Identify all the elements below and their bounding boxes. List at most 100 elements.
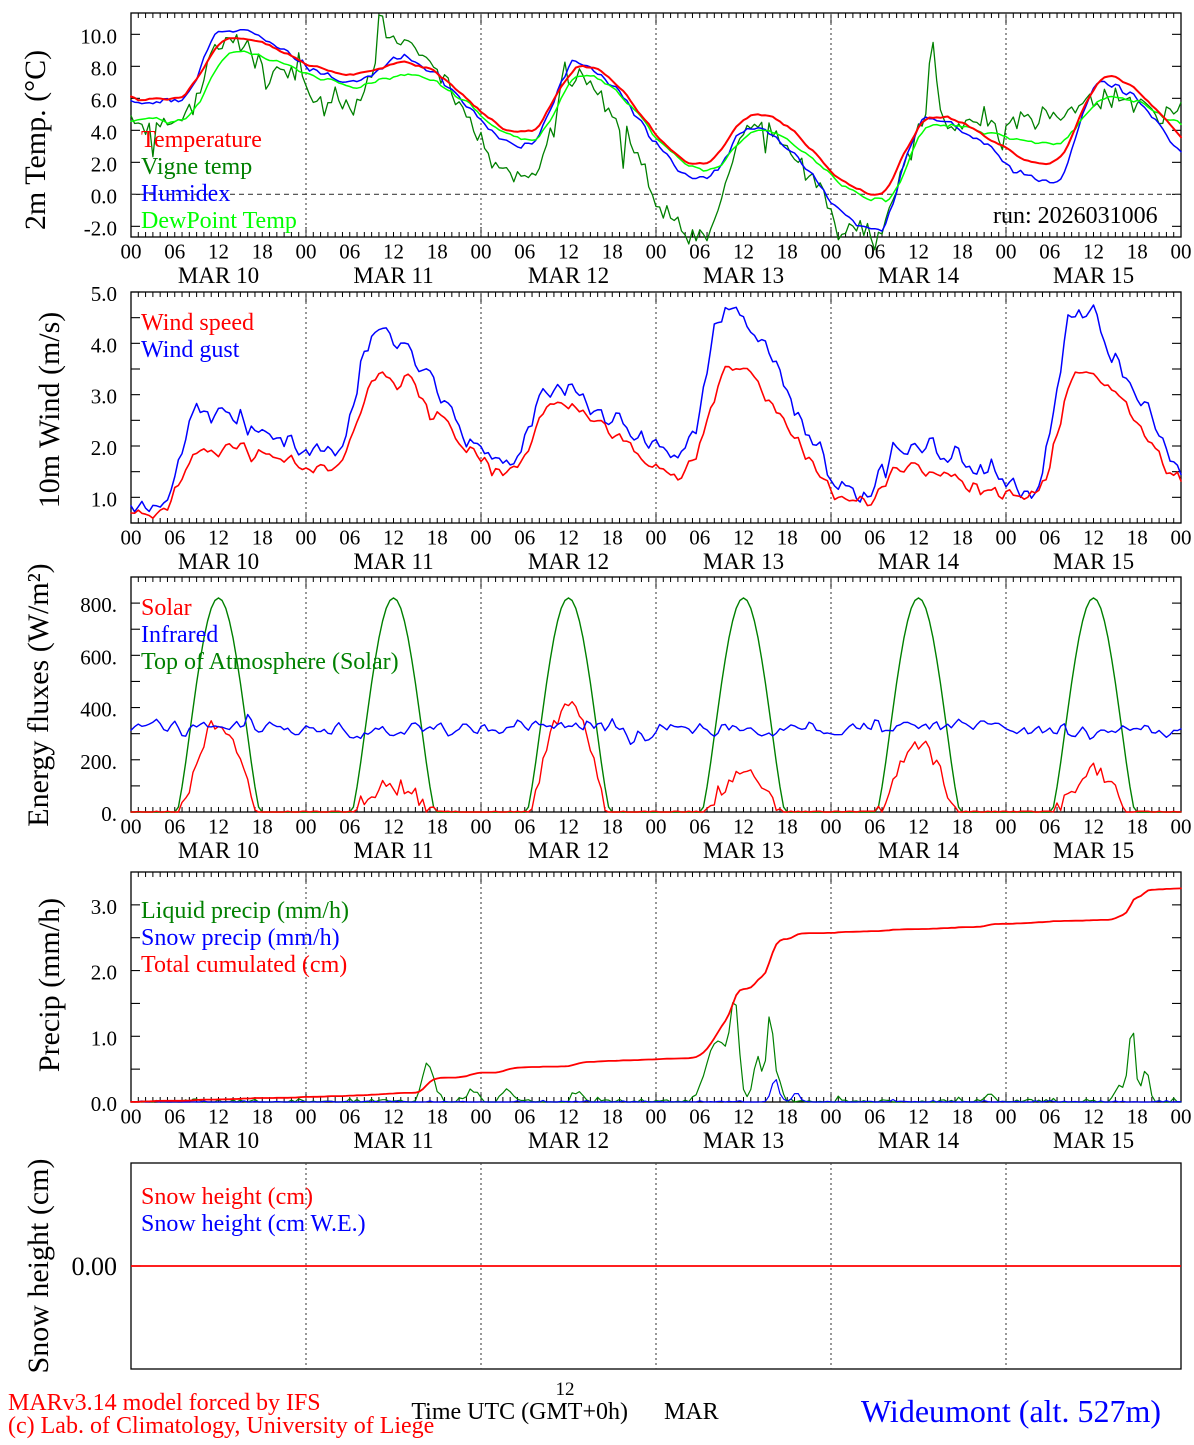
svg-text:3.0: 3.0 <box>91 385 117 409</box>
svg-text:MAR 11: MAR 11 <box>353 549 433 574</box>
svg-text:Humidex: Humidex <box>141 181 230 207</box>
svg-text:00: 00 <box>296 815 317 839</box>
svg-text:00: 00 <box>121 815 142 839</box>
svg-text:18: 18 <box>777 1105 798 1129</box>
svg-text:00: 00 <box>1171 240 1192 264</box>
svg-text:12: 12 <box>208 815 229 839</box>
svg-text:12: 12 <box>1083 240 1104 264</box>
svg-text:2.0: 2.0 <box>91 436 117 460</box>
svg-text:run: 2026031006: run: 2026031006 <box>993 203 1158 229</box>
svg-text:MAR 12: MAR 12 <box>528 838 609 863</box>
svg-text:MAR 14: MAR 14 <box>878 263 960 288</box>
svg-text:Time UTC (GMT+0h) MAR: Time UTC (GMT+0h) MAR <box>411 1399 718 1425</box>
svg-text:18: 18 <box>252 240 273 264</box>
svg-text:4.0: 4.0 <box>91 333 117 357</box>
svg-text:Wind speed: Wind speed <box>141 310 254 336</box>
svg-text:18: 18 <box>1127 526 1148 550</box>
svg-text:06: 06 <box>689 1105 710 1129</box>
svg-text:06: 06 <box>514 815 535 839</box>
svg-text:00: 00 <box>996 240 1017 264</box>
svg-text:800.: 800. <box>80 593 117 617</box>
svg-text:18: 18 <box>952 1105 973 1129</box>
svg-text:00: 00 <box>121 1105 142 1129</box>
svg-text:18: 18 <box>427 1105 448 1129</box>
svg-text:MAR 13: MAR 13 <box>703 1128 784 1153</box>
svg-text:-2.0: -2.0 <box>84 216 117 240</box>
svg-text:MAR 12: MAR 12 <box>528 1128 609 1153</box>
svg-text:00: 00 <box>1171 815 1192 839</box>
svg-text:00: 00 <box>821 815 842 839</box>
svg-text:18: 18 <box>777 526 798 550</box>
svg-text:18: 18 <box>252 1105 273 1129</box>
svg-text:MAR 11: MAR 11 <box>353 263 433 288</box>
svg-text:18: 18 <box>1127 240 1148 264</box>
svg-text:18: 18 <box>777 240 798 264</box>
svg-text:00: 00 <box>471 1105 492 1129</box>
svg-text:Temperature: Temperature <box>141 127 262 153</box>
svg-text:06: 06 <box>864 240 885 264</box>
svg-text:06: 06 <box>1039 526 1060 550</box>
svg-text:06: 06 <box>164 1105 185 1129</box>
svg-text:Snow precip (mm/h): Snow precip (mm/h) <box>141 925 340 951</box>
svg-text:00: 00 <box>471 815 492 839</box>
svg-text:00: 00 <box>646 240 667 264</box>
svg-text:MAR 15: MAR 15 <box>1053 838 1134 863</box>
svg-text:06: 06 <box>164 815 185 839</box>
svg-text:Solar: Solar <box>141 595 192 621</box>
svg-text:06: 06 <box>689 815 710 839</box>
svg-text:06: 06 <box>514 1105 535 1129</box>
svg-text:12: 12 <box>1083 815 1104 839</box>
svg-text:12: 12 <box>383 240 404 264</box>
svg-text:MAR 15: MAR 15 <box>1053 549 1134 574</box>
svg-text:12: 12 <box>908 815 929 839</box>
svg-text:00: 00 <box>296 240 317 264</box>
svg-text:18: 18 <box>602 240 623 264</box>
svg-text:18: 18 <box>252 526 273 550</box>
svg-text:2m Temp. (°C): 2m Temp. (°C) <box>19 50 52 230</box>
svg-text:06: 06 <box>1039 1105 1060 1129</box>
svg-text:12: 12 <box>733 240 754 264</box>
svg-text:10.0: 10.0 <box>80 24 117 48</box>
svg-text:18: 18 <box>952 526 973 550</box>
svg-text:06: 06 <box>864 1105 885 1129</box>
svg-text:12: 12 <box>558 240 579 264</box>
svg-text:00: 00 <box>821 1105 842 1129</box>
svg-text:Vigne temp: Vigne temp <box>141 154 252 180</box>
svg-text:18: 18 <box>427 526 448 550</box>
svg-text:00: 00 <box>996 815 1017 839</box>
svg-text:MAR 15: MAR 15 <box>1053 263 1134 288</box>
svg-text:MAR 10: MAR 10 <box>178 838 259 863</box>
svg-text:06: 06 <box>689 526 710 550</box>
svg-text:18: 18 <box>427 240 448 264</box>
svg-text:12: 12 <box>733 526 754 550</box>
svg-text:Infrared: Infrared <box>141 622 218 648</box>
svg-text:12: 12 <box>383 526 404 550</box>
svg-text:Total cumulated (cm): Total cumulated (cm) <box>141 952 347 978</box>
svg-text:18: 18 <box>952 815 973 839</box>
svg-text:12: 12 <box>908 1105 929 1129</box>
svg-text:8.0: 8.0 <box>91 56 117 80</box>
svg-text:(c) Lab. of Climatology, Unive: (c) Lab. of Climatology, University of L… <box>8 1413 434 1439</box>
svg-text:MAR 10: MAR 10 <box>178 1128 259 1153</box>
svg-text:18: 18 <box>602 815 623 839</box>
svg-text:00: 00 <box>471 240 492 264</box>
svg-text:Snow height (cm W.E.): Snow height (cm W.E.) <box>141 1211 366 1237</box>
svg-text:MAR 14: MAR 14 <box>878 1128 960 1153</box>
svg-text:0.00: 0.00 <box>72 1252 118 1281</box>
svg-text:MAR 15: MAR 15 <box>1053 1128 1134 1153</box>
svg-text:00: 00 <box>996 1105 1017 1129</box>
svg-text:MAR 12: MAR 12 <box>528 549 609 574</box>
svg-text:1.0: 1.0 <box>91 487 117 511</box>
svg-text:2.0: 2.0 <box>91 961 117 985</box>
svg-text:MAR 13: MAR 13 <box>703 838 784 863</box>
svg-text:00: 00 <box>1171 1105 1192 1129</box>
svg-text:Wind gust: Wind gust <box>141 337 240 363</box>
svg-text:00: 00 <box>821 526 842 550</box>
svg-text:12: 12 <box>908 526 929 550</box>
svg-text:00: 00 <box>996 526 1017 550</box>
svg-text:0.0: 0.0 <box>91 1092 117 1116</box>
svg-text:10m Wind (m/s): 10m Wind (m/s) <box>33 312 66 509</box>
svg-text:400.: 400. <box>80 698 117 722</box>
svg-text:0.: 0. <box>101 802 117 826</box>
svg-text:200.: 200. <box>80 750 117 774</box>
